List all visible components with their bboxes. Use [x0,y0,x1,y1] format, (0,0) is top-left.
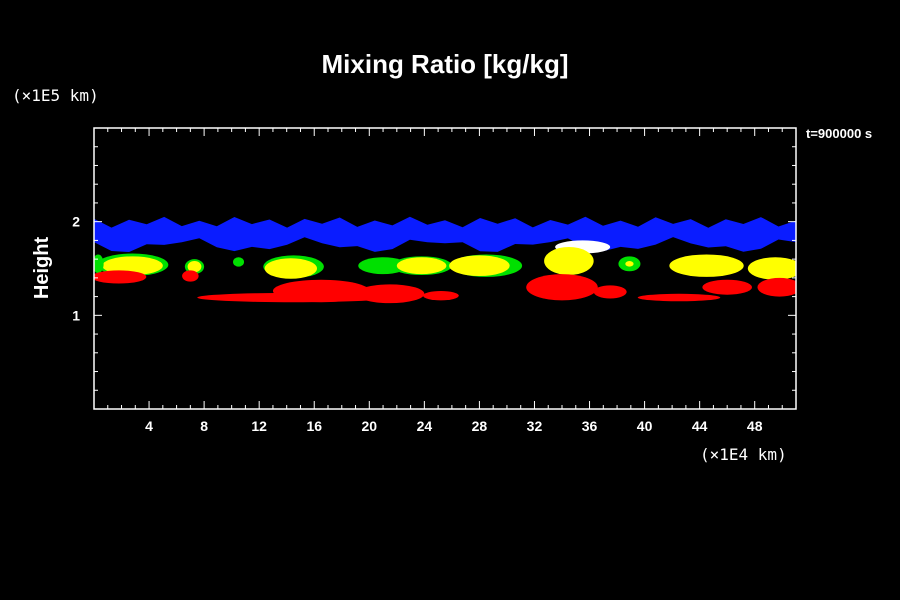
region-yellow-13 [449,255,510,276]
plot-regions [94,216,796,304]
y-axis-label: Height [31,237,53,300]
x-tick-label: 28 [472,418,488,434]
x-tick-label: 20 [362,418,378,434]
region-red-30 [757,277,796,297]
region-red-26 [526,274,598,301]
x-tick-label: 16 [306,418,322,434]
region-yellow-16 [625,261,634,267]
region-yellow-11 [396,257,447,275]
chart-title: Mixing Ratio [kg/kg] [322,49,569,79]
region-red-23 [272,279,370,303]
x-tick-label: 48 [747,418,763,434]
region-red-24 [355,284,425,304]
x-tick-label: 24 [417,418,433,434]
region-yellow-17 [669,254,744,277]
region-red-28 [637,293,721,302]
region-red-21 [182,270,199,282]
x-tick-label: 32 [527,418,543,434]
y-unit-label: (×1E5 km) [12,86,99,105]
region-green-6 [233,257,245,267]
region-red-20 [94,270,147,284]
x-tick-label: 36 [582,418,598,434]
region-yellow-5 [187,261,202,273]
region-yellow-18 [747,257,796,280]
region-red-27 [593,285,627,299]
x-unit-label: (×1E4 km) [700,445,787,464]
plot-frame [93,127,797,410]
x-tick-label: 4 [145,418,153,434]
x-tick-label: 44 [692,418,708,434]
region-yellow-8 [264,258,317,279]
y-tick-label: 2 [72,214,80,230]
x-tick-label: 12 [251,418,267,434]
region-yellow-3 [102,256,163,276]
time-label: t=900000 s [806,126,872,141]
x-tick-label: 40 [637,418,653,434]
x-tick-label: 8 [200,418,208,434]
region-red-29 [702,279,752,295]
y-tick-label: 1 [72,307,80,323]
region-yellow-14 [544,246,594,276]
region-blue-band [94,216,796,252]
region-red-25 [422,290,459,301]
